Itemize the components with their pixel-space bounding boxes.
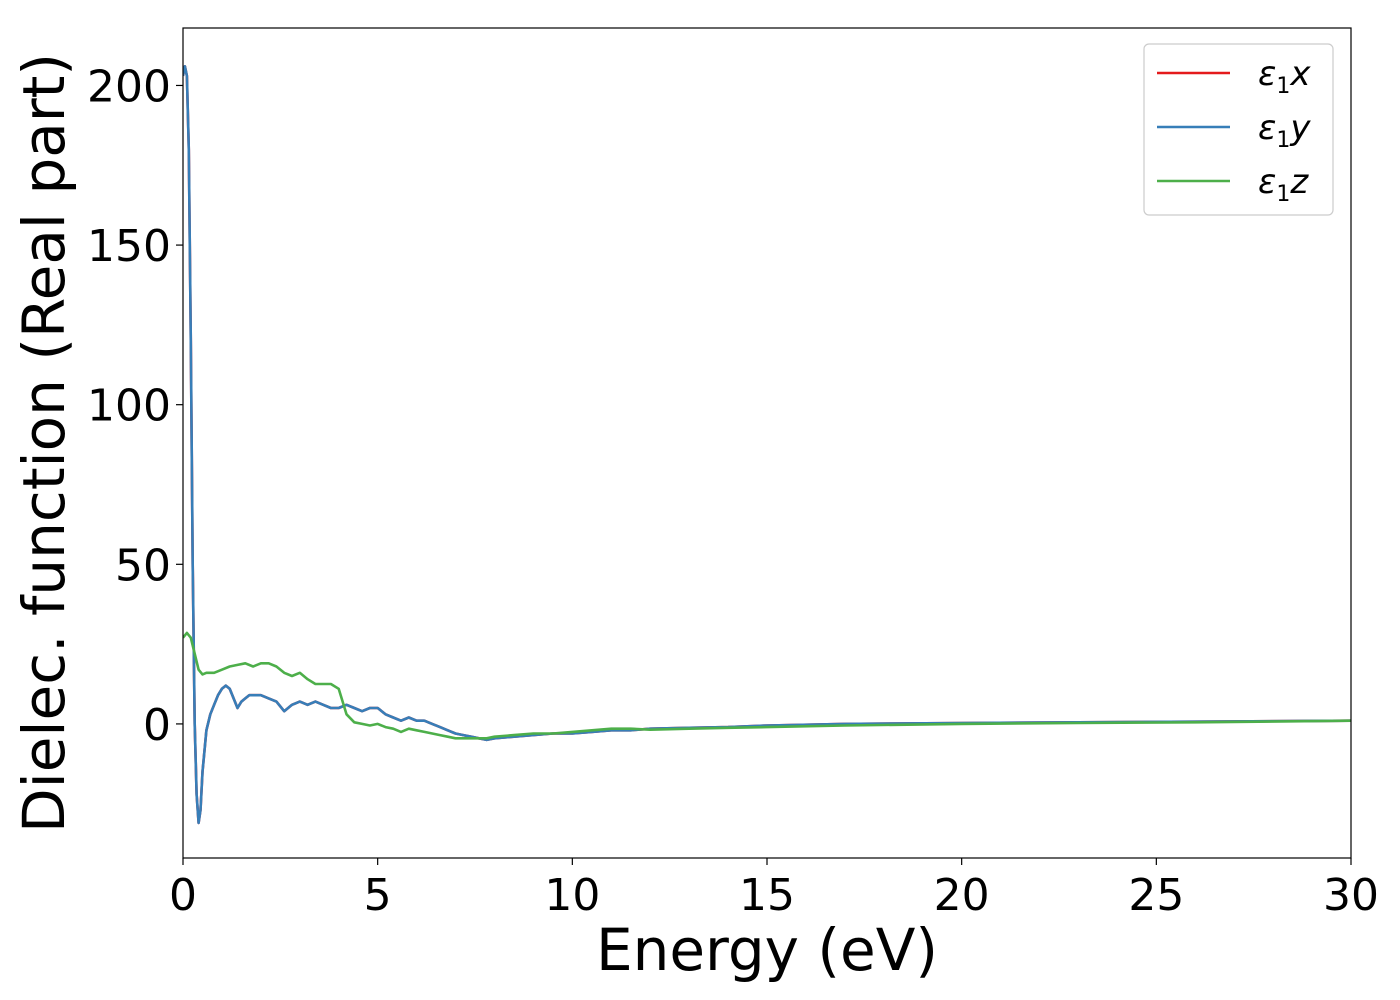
legend-box bbox=[1143, 43, 1334, 216]
x-tick-label: 25 bbox=[1128, 870, 1184, 921]
y-tick-label: 200 bbox=[87, 61, 171, 112]
series-line-z bbox=[183, 631, 1351, 740]
y-tick-label: 0 bbox=[143, 700, 171, 751]
y-tick-label: 150 bbox=[87, 221, 171, 272]
series-line-y bbox=[183, 65, 1351, 825]
x-tick-label: 30 bbox=[1323, 870, 1379, 921]
x-tick-label: 15 bbox=[739, 870, 795, 921]
x-axis-ticks: 0 5 10 15 20 25 30 bbox=[169, 858, 1379, 921]
y-tick-label: 50 bbox=[115, 540, 171, 591]
legend-item-y: ε1y bbox=[1157, 108, 1311, 153]
legend-label: ε1y bbox=[1258, 108, 1311, 153]
y-tick-label: 100 bbox=[87, 381, 171, 432]
y-axis-ticks: 0 50 100 150 200 bbox=[87, 61, 183, 751]
x-tick-label: 10 bbox=[544, 870, 600, 921]
legend-label: ε1x bbox=[1258, 54, 1311, 99]
x-tick-label: 20 bbox=[934, 870, 990, 921]
y-axis-label: Dielec. function (Real part) bbox=[10, 53, 78, 833]
series-layer bbox=[183, 65, 1351, 825]
x-axis-label: Energy (eV) bbox=[596, 916, 938, 984]
legend-label: ε1z bbox=[1258, 162, 1309, 207]
x-tick-label: 5 bbox=[364, 870, 392, 921]
legend-item-z: ε1z bbox=[1157, 162, 1309, 207]
legend: ε1x ε1y ε1z bbox=[1143, 43, 1334, 216]
legend-item-x: ε1x bbox=[1157, 54, 1311, 99]
x-tick-label: 0 bbox=[169, 870, 197, 921]
